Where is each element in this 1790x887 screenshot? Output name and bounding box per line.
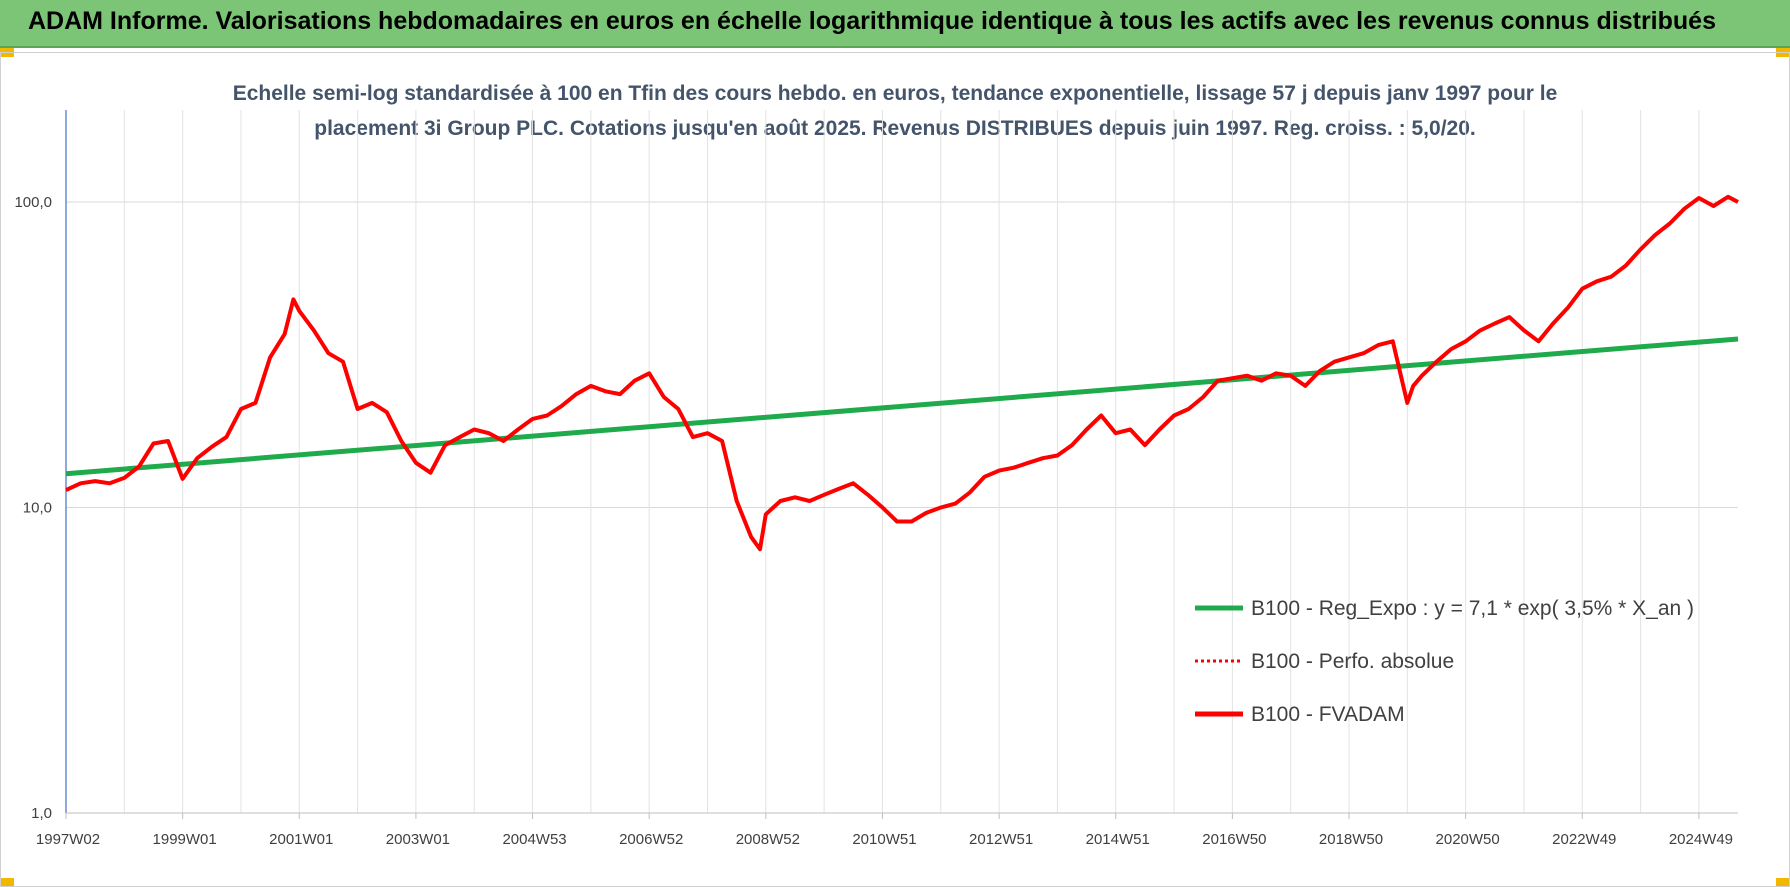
x-tick-label: 2010W51 [852, 831, 916, 848]
x-tick-label: 2014W51 [1086, 831, 1150, 848]
legend-label-2: B100 - FVADAM [1251, 703, 1405, 726]
y-tick-label: 1,0 [31, 805, 52, 822]
chart-subtitle-line-2: placement 3i Group PLC. Cotations jusqu'… [314, 117, 1476, 140]
x-tick-label: 2018W50 [1319, 831, 1383, 848]
y-tick-label: 100,0 [14, 194, 52, 211]
x-tick-label: 2016W50 [1202, 831, 1266, 848]
x-tick-label: 2004W53 [502, 831, 566, 848]
chart-subtitle: Echelle semi-log standardisée à 100 en T… [190, 76, 1600, 146]
chart-subtitle-line-1: Echelle semi-log standardisée à 100 en T… [232, 82, 1558, 105]
x-tick-label: 2006W52 [619, 831, 683, 848]
header-banner: ADAM Informe. Valorisations hebdomadaire… [0, 0, 1790, 48]
legend-label-1: B100 - Perfo. absolue [1251, 650, 1454, 673]
y-tick-label: 10,0 [23, 499, 52, 516]
x-tick-label: 2024W49 [1669, 831, 1733, 848]
page-title: ADAM Informe. Valorisations hebdomadaire… [28, 7, 1716, 35]
x-tick-label: 2022W49 [1552, 831, 1616, 848]
x-tick-label: 2008W52 [736, 831, 800, 848]
x-tick-label: 1997W02 [36, 831, 100, 848]
series-line-2 [65, 194, 1739, 552]
x-tick-label: 2012W51 [969, 831, 1033, 848]
series-line-0 [65, 336, 1739, 477]
corner-marker-bottom-right [1776, 878, 1790, 887]
x-tick-label: 2001W01 [269, 831, 333, 848]
corner-marker-bottom-left [0, 878, 14, 887]
x-tick-label: 1999W01 [153, 831, 217, 848]
legend-label-0: B100 - Reg_Expo : y = 7,1 * exp( 3,5% * … [1251, 597, 1694, 620]
x-tick-label: 2003W01 [386, 831, 450, 848]
x-tick-label: 2020W50 [1436, 831, 1500, 848]
